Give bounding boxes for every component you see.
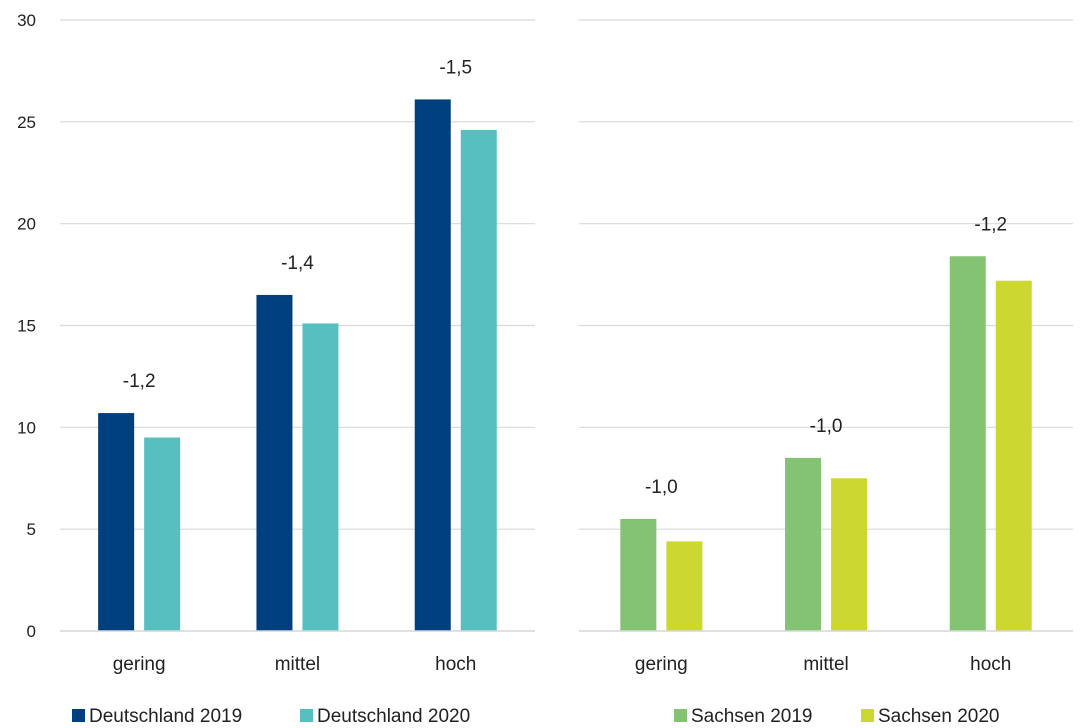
legend-swatch [674,709,687,722]
bar-deutschland-2019-gering [98,413,135,631]
bar-sachsen-2019-gering [620,518,657,631]
legend-swatch [300,709,313,722]
legend-label: Deutschland 2019 [89,706,242,727]
bar-sachsen-2020-mittel [831,478,868,631]
legend-label: Sachsen 2019 [691,706,813,727]
category-label-gering: gering [635,654,688,675]
legend-label: Sachsen 2020 [878,706,1000,727]
bar-sachsen-2020-gering [666,541,703,631]
chart-panel-sachsen: -1,0 gering -1,0 mittel -1,2 hoch Sachsen 2019… [579,19,1073,727]
category-label-mittel: mittel [803,654,848,675]
category-label-mittel: mittel [275,654,320,675]
difference-label: -1,0 [645,477,678,498]
bar-deutschland-2020-gering [144,437,181,631]
difference-label: -1,2 [123,371,156,392]
chart-panel-deutschland: 0 5 10 15 20 25 30 -1,2 gering -1,4 mittel -1,5 hoch… [17,11,535,727]
bar-deutschland-2019-hoch [414,99,451,632]
difference-label: -1,5 [439,57,472,78]
category-label-hoch: hoch [435,654,476,675]
category-label-gering: gering [113,654,166,675]
legend-label: Deutschland 2020 [317,706,470,727]
legend: Sachsen 2019 Sachsen 2020 [674,706,1000,727]
bar-sachsen-2020-hoch [995,280,1032,631]
y-tick-label: 20 [17,215,36,234]
legend-swatch [72,709,85,722]
y-tick-label: 0 [27,622,36,641]
difference-label: -1,0 [810,416,843,437]
bar-sachsen-2019-hoch [949,256,986,631]
y-tick-label: 30 [17,11,36,30]
y-tick-label: 25 [17,113,36,132]
legend: Deutschland 2019 Deutschland 2020 [72,706,470,727]
y-tick-label: 15 [17,317,36,336]
category-label-hoch: hoch [970,654,1011,675]
difference-label: -1,4 [281,253,314,274]
difference-label: -1,2 [974,214,1007,235]
bar-deutschland-2020-mittel [302,323,339,631]
y-tick-label: 5 [27,520,36,539]
legend-swatch [861,709,874,722]
bar-deutschland-2019-mittel [256,294,293,631]
bar-sachsen-2019-mittel [785,457,822,631]
y-tick-label: 10 [17,418,36,437]
bar-deutschland-2020-hoch [460,129,497,632]
gridlines [60,19,535,632]
